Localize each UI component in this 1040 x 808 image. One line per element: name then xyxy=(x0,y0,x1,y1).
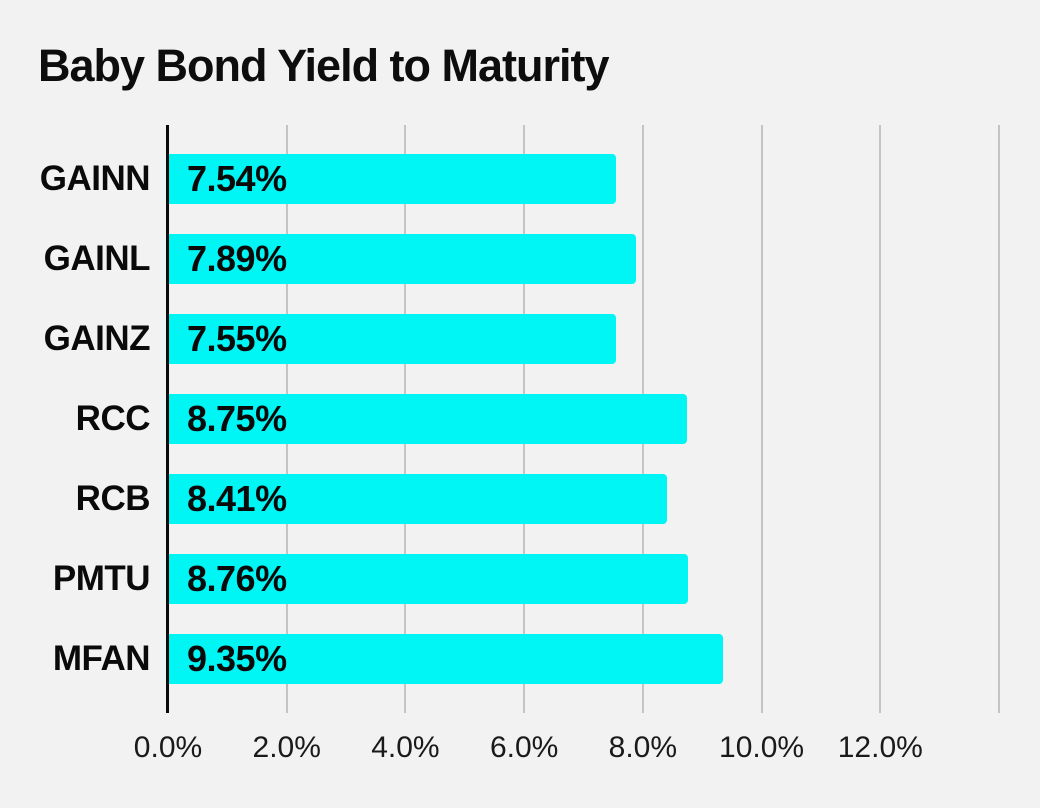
bar-value-label-rcb: 8.41% xyxy=(187,478,287,519)
x-tick-label-8pct: 8.0% xyxy=(608,731,678,764)
x-tick-label-2pct: 2.0% xyxy=(252,731,321,764)
gridline-14pct xyxy=(998,125,1000,713)
bar-gainz: 7.55% xyxy=(169,314,617,364)
category-label-rcc: RCC xyxy=(75,399,151,438)
bar-pmtu: 8.76% xyxy=(169,554,688,604)
gridline-12pct xyxy=(879,125,882,713)
category-label-gainn: GAINN xyxy=(39,159,151,198)
category-label-mfan: MFAN xyxy=(52,639,151,678)
x-tick-label-12pct: 12.0% xyxy=(837,731,923,764)
bar-rcc: 8.75% xyxy=(169,394,688,444)
bar-value-label-gainz: 7.55% xyxy=(187,318,287,359)
category-label-rcb: RCB xyxy=(75,479,151,518)
bar-gainl: 7.89% xyxy=(169,234,637,284)
bar-value-label-rcc: 8.75% xyxy=(187,398,287,439)
bar-value-label-mfan: 9.35% xyxy=(187,638,287,679)
x-tick-label-4pct: 4.0% xyxy=(371,731,440,764)
bar-rcb: 8.41% xyxy=(169,474,668,524)
y-axis-line xyxy=(166,125,169,713)
x-tick-label-0pct: 0.0% xyxy=(133,731,203,764)
bar-value-label-pmtu: 8.76% xyxy=(187,558,287,599)
x-tick-label-10pct: 10.0% xyxy=(719,731,805,764)
chart-title: Baby Bond Yield to Maturity xyxy=(38,40,610,91)
category-label-gainz: GAINZ xyxy=(43,319,151,358)
bar-value-label-gainn: 7.54% xyxy=(187,158,287,199)
category-label-pmtu: PMTU xyxy=(52,559,151,598)
bar-mfan: 9.35% xyxy=(169,634,723,684)
bar-gainn: 7.54% xyxy=(169,154,616,204)
bar-value-label-gainl: 7.89% xyxy=(187,238,287,279)
category-label-gainl: GAINL xyxy=(43,239,151,278)
x-tick-label-6pct: 6.0% xyxy=(489,731,559,764)
gridline-10pct xyxy=(760,125,763,713)
